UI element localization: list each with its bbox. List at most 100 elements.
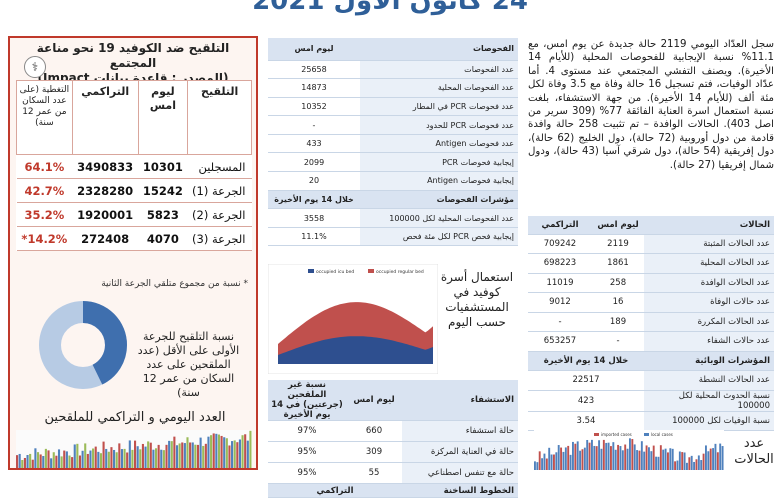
chart-bar <box>26 455 29 468</box>
row-label: الجرعة (3) <box>187 226 252 251</box>
row-label: حالة استشفاء <box>402 420 518 442</box>
row-label: عدد الفحوصات <box>360 60 518 80</box>
chart-bar <box>204 443 207 468</box>
chart-bar <box>47 450 50 468</box>
chart-bar <box>579 450 582 470</box>
chart-bar <box>700 460 703 470</box>
chart-bar <box>586 439 589 470</box>
row-label: إيجابية فحص PCR لكل مئة فحص <box>360 227 518 247</box>
chart-bar <box>102 441 105 468</box>
vaccination-col-yesterday: ليوم امس <box>137 80 189 155</box>
chart-bar <box>593 445 596 470</box>
chart-bar <box>236 442 239 468</box>
chart-bar <box>194 444 197 468</box>
chart-bar <box>631 439 634 470</box>
chart-bar <box>624 444 627 470</box>
chart-bar <box>44 448 47 468</box>
chart-bar <box>31 459 34 468</box>
chart-bar <box>63 450 66 468</box>
table-row: نسبة الوفيات لكل 100000 3.54 <box>528 411 774 431</box>
page-title: 24 كانون الأول 2021 <box>252 0 528 16</box>
row-label: عدد فحوصات Antigen <box>360 134 518 154</box>
chart-bar <box>21 459 24 468</box>
chart-bar <box>652 445 655 470</box>
row-yesterday: 1861 <box>592 253 644 274</box>
chart-bar <box>231 441 234 468</box>
chart-bar <box>107 451 110 468</box>
legend-swatch-regular <box>368 269 374 273</box>
row-yesterday: 4070 <box>138 226 188 251</box>
cases-table: الحالات ليوم امس التراكمي عدد الحالات ال… <box>528 216 774 431</box>
chart-bar <box>42 456 45 468</box>
hotlines-label: الخطوط الساخنة <box>402 483 518 498</box>
chart-bar <box>173 436 176 468</box>
row-value: 20 <box>268 171 360 191</box>
chart-bar <box>73 444 76 468</box>
chart-bar <box>626 448 629 470</box>
chart-bar <box>92 448 95 468</box>
chart-bar <box>39 454 42 468</box>
legend-icu: occupied icu bed <box>316 269 354 275</box>
hospital-beds-chart: occupied icu bed occupied regular bed <box>268 264 438 374</box>
table-row: عدد فحوصات PCR في المطار 10352 <box>268 97 518 117</box>
chart-bar <box>572 441 574 470</box>
chart-bar <box>207 436 210 468</box>
chart-bar <box>212 433 215 468</box>
row-label: عدد حالات الشفاء <box>644 331 774 352</box>
chart-bar <box>34 448 37 468</box>
chart-bar <box>712 448 715 470</box>
row-value: 11.1% <box>268 227 360 247</box>
chart-bar <box>149 442 152 468</box>
row-label: حالة في العناية المركزة <box>402 441 518 463</box>
chart-bar <box>23 457 26 468</box>
chart-bar <box>619 446 622 470</box>
chart-bar <box>183 443 186 468</box>
row-label: عدد فحوصات PCR في المطار <box>360 97 518 117</box>
daily-vaccination-chart-title: العدد اليومي و التراكمي للملقحين <box>44 410 226 425</box>
vaccination-panel: التلقيح ضد الكوفيد 19 نحو مناعة المجتمع … <box>8 36 258 470</box>
chart-bar <box>550 454 553 470</box>
row-yesterday: 55 <box>346 462 402 484</box>
chart-bar <box>655 456 658 470</box>
chart-bar <box>220 435 223 468</box>
row-yesterday: 16 <box>592 292 644 313</box>
chart-bar <box>557 445 560 470</box>
chart-bar <box>643 451 646 470</box>
chart-bar <box>160 449 163 468</box>
chart-bar <box>567 445 570 470</box>
row-label: نسبة الحدوث المحلية لكل 100000 <box>644 390 774 412</box>
chart-bar <box>123 448 126 468</box>
cases-chart: imported cases local cases <box>534 430 724 470</box>
chart-bar <box>612 442 615 470</box>
legend-swatch-imported <box>594 433 599 436</box>
table-row: الجرعة (1) 15242 2328280 42.7% <box>16 178 252 203</box>
chart-bar <box>115 452 118 468</box>
chart-bar <box>581 449 584 470</box>
chart-bar <box>638 450 641 470</box>
row-label: إيجابية فحوصات PCR <box>360 152 518 173</box>
chart-bar <box>588 442 591 470</box>
chart-bar <box>241 435 244 468</box>
chart-bar <box>621 450 624 470</box>
row-cumulative: 709242 <box>528 234 592 254</box>
tests-panel: الفحوصات ليوم امس عدد الفحوصات 25658 عدد … <box>268 38 518 498</box>
chart-bar <box>716 452 719 470</box>
row-value: 14873 <box>268 78 360 98</box>
vaccination-heading: التلقيح ضد الكوفيد 19 نحو مناعة المجتمع … <box>10 38 256 86</box>
chart-bar <box>139 449 142 468</box>
row-label: إيجابية فحوصات Antigen <box>360 171 518 191</box>
table-row: نسبة الحدوث المحلية لكل 100000 423 <box>528 390 774 412</box>
chart-bar <box>134 440 137 468</box>
chart-bar <box>695 459 698 470</box>
legend-local: local cases <box>651 432 673 437</box>
tests-indicators-header: مؤشرات الفحوصات خلال 14 يوم الأخيرة <box>268 190 518 210</box>
chart-bar <box>223 437 226 468</box>
hospital-header-label: الاستشفاء <box>402 380 518 421</box>
chart-bar <box>181 442 184 468</box>
row-yesterday: 189 <box>592 312 644 332</box>
cases-header-cumulative: التراكمي <box>528 216 592 235</box>
vaccination-table: التلقيح ليوم امس التراكمي التغطية (على ع… <box>16 80 252 251</box>
chart-bar <box>118 443 121 468</box>
chart-bar <box>157 444 160 468</box>
chart-bar <box>640 441 643 470</box>
